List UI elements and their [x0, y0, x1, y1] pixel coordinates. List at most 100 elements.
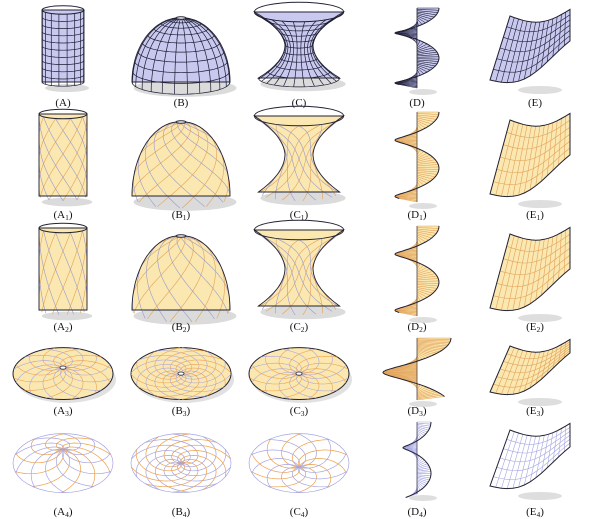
panel-caption: (E): [480, 97, 590, 109]
panel-caption: (D1): [362, 209, 472, 221]
panel-e1: [480, 108, 590, 208]
caption-letter: (C: [291, 97, 303, 109]
caption-letter: (E: [526, 209, 537, 221]
caption-subscript: 1: [536, 213, 541, 222]
panel-b2: [126, 222, 237, 325]
panel-caption: (D2): [362, 321, 472, 333]
panel-d1: [362, 108, 472, 209]
surface-cylinder-pattern-3: [12, 347, 116, 403]
caption-close: ): [302, 97, 307, 109]
surface-twisted-sheet-wireframe-4: [489, 422, 571, 500]
surface-cylinder-wireframe-4: [12, 433, 114, 493]
panel-c2: [244, 219, 354, 322]
surface-hyperboloid-pattern-3: [248, 347, 352, 403]
caption-letter: (B: [171, 321, 183, 333]
caption-subscript: 4: [419, 510, 423, 519]
panel-caption: (A3): [8, 405, 118, 417]
surface-hyperboloid-input-mesh: [252, 1, 346, 92]
caption-letter: (C: [289, 321, 301, 333]
caption-letter: (E: [526, 405, 537, 417]
panel-e: [480, 4, 590, 94]
panel-caption: (A2): [8, 321, 118, 333]
panel-caption: (B3): [126, 405, 236, 417]
surface-dome-pattern-2: [131, 234, 237, 325]
panel-b3: [126, 334, 236, 406]
caption-close: ): [540, 321, 544, 333]
surface-hyperboloid-pattern-2: [252, 219, 346, 320]
panel-e2: [480, 222, 590, 322]
panel-a3: [8, 334, 118, 406]
panel-d2: [362, 222, 472, 323]
panel-c3: [244, 334, 354, 406]
caption-close: ): [66, 97, 71, 109]
panel-caption: (A): [8, 97, 118, 109]
caption-letter: (C: [289, 506, 301, 518]
caption-letter: (A: [53, 321, 66, 333]
panel-d3: [362, 334, 472, 407]
caption-letter: (B: [171, 506, 183, 518]
caption-close: ): [186, 321, 191, 333]
panel-caption: (B2): [126, 321, 236, 333]
caption-letter: (A: [55, 97, 67, 109]
caption-letter: (C: [289, 209, 301, 221]
caption-letter: (A: [53, 506, 66, 518]
surface-dome-input-mesh: [131, 16, 237, 97]
panel-caption: (E4): [480, 506, 590, 518]
panel-e3: [480, 334, 590, 406]
panel-caption: (D): [362, 97, 472, 109]
caption-close: ): [304, 405, 309, 417]
caption-close: ): [68, 405, 73, 417]
caption-subscript: 4: [300, 510, 305, 519]
caption-letter: (B: [171, 405, 183, 417]
surface-twisted-sheet-pattern-1: [489, 112, 571, 208]
panel-e4: [480, 418, 590, 500]
caption-close: ): [540, 405, 544, 417]
surface-cylinder-pattern-2: [38, 222, 93, 321]
caption-close: ): [68, 321, 73, 333]
panel-caption: (D3): [362, 405, 472, 417]
caption-close: ): [422, 321, 427, 333]
caption-close: ): [68, 506, 73, 518]
panel-c: [244, 1, 354, 94]
caption-close: ): [304, 321, 309, 333]
caption-letter: (A: [53, 405, 66, 417]
panel-b: [126, 4, 237, 97]
surface-twisted-sheet-pattern-3: [489, 338, 571, 406]
panel-caption: (C3): [244, 405, 354, 417]
surface-twisted-sheet-input-mesh: [489, 8, 571, 94]
caption-close: ): [184, 97, 189, 109]
caption-subscript: 1: [419, 213, 423, 222]
caption-letter: (C: [289, 405, 301, 417]
caption-subscript: 3: [536, 409, 541, 418]
caption-subscript: 1: [182, 213, 187, 222]
caption-close: ): [304, 209, 309, 221]
surface-helicoid-pattern-1: [394, 111, 440, 209]
panel-caption: (B): [126, 97, 236, 109]
surface-dome-pattern-1: [131, 120, 237, 211]
panel-caption: (C1): [244, 209, 354, 221]
caption-close: ): [186, 506, 191, 518]
caption-subscript: 2: [536, 325, 541, 334]
panel-caption: (B4): [126, 506, 236, 518]
caption-close: ): [304, 506, 309, 518]
caption-subscript: 2: [419, 325, 423, 334]
caption-close: ): [68, 209, 73, 221]
caption-letter: (D: [407, 321, 420, 333]
panel-c4: [244, 418, 354, 500]
surface-hyperboloid-pattern-1: [252, 105, 346, 206]
panel-a: [8, 4, 118, 94]
caption-letter: (E: [527, 97, 539, 109]
caption-close: ): [186, 405, 191, 417]
caption-letter: (D: [407, 405, 420, 417]
panel-caption: (B1): [126, 209, 236, 221]
panel-b4: [126, 418, 236, 500]
surface-twisted-sheet-pattern-2: [489, 226, 571, 322]
caption-subscript: 3: [182, 409, 187, 418]
caption-subscript: 4: [536, 510, 541, 519]
panel-d: [362, 4, 472, 95]
caption-subscript: 3: [65, 409, 69, 418]
panel-caption: (C4): [244, 506, 354, 518]
surface-dome-wireframe-4: [130, 433, 232, 493]
caption-subscript: 4: [182, 510, 187, 519]
